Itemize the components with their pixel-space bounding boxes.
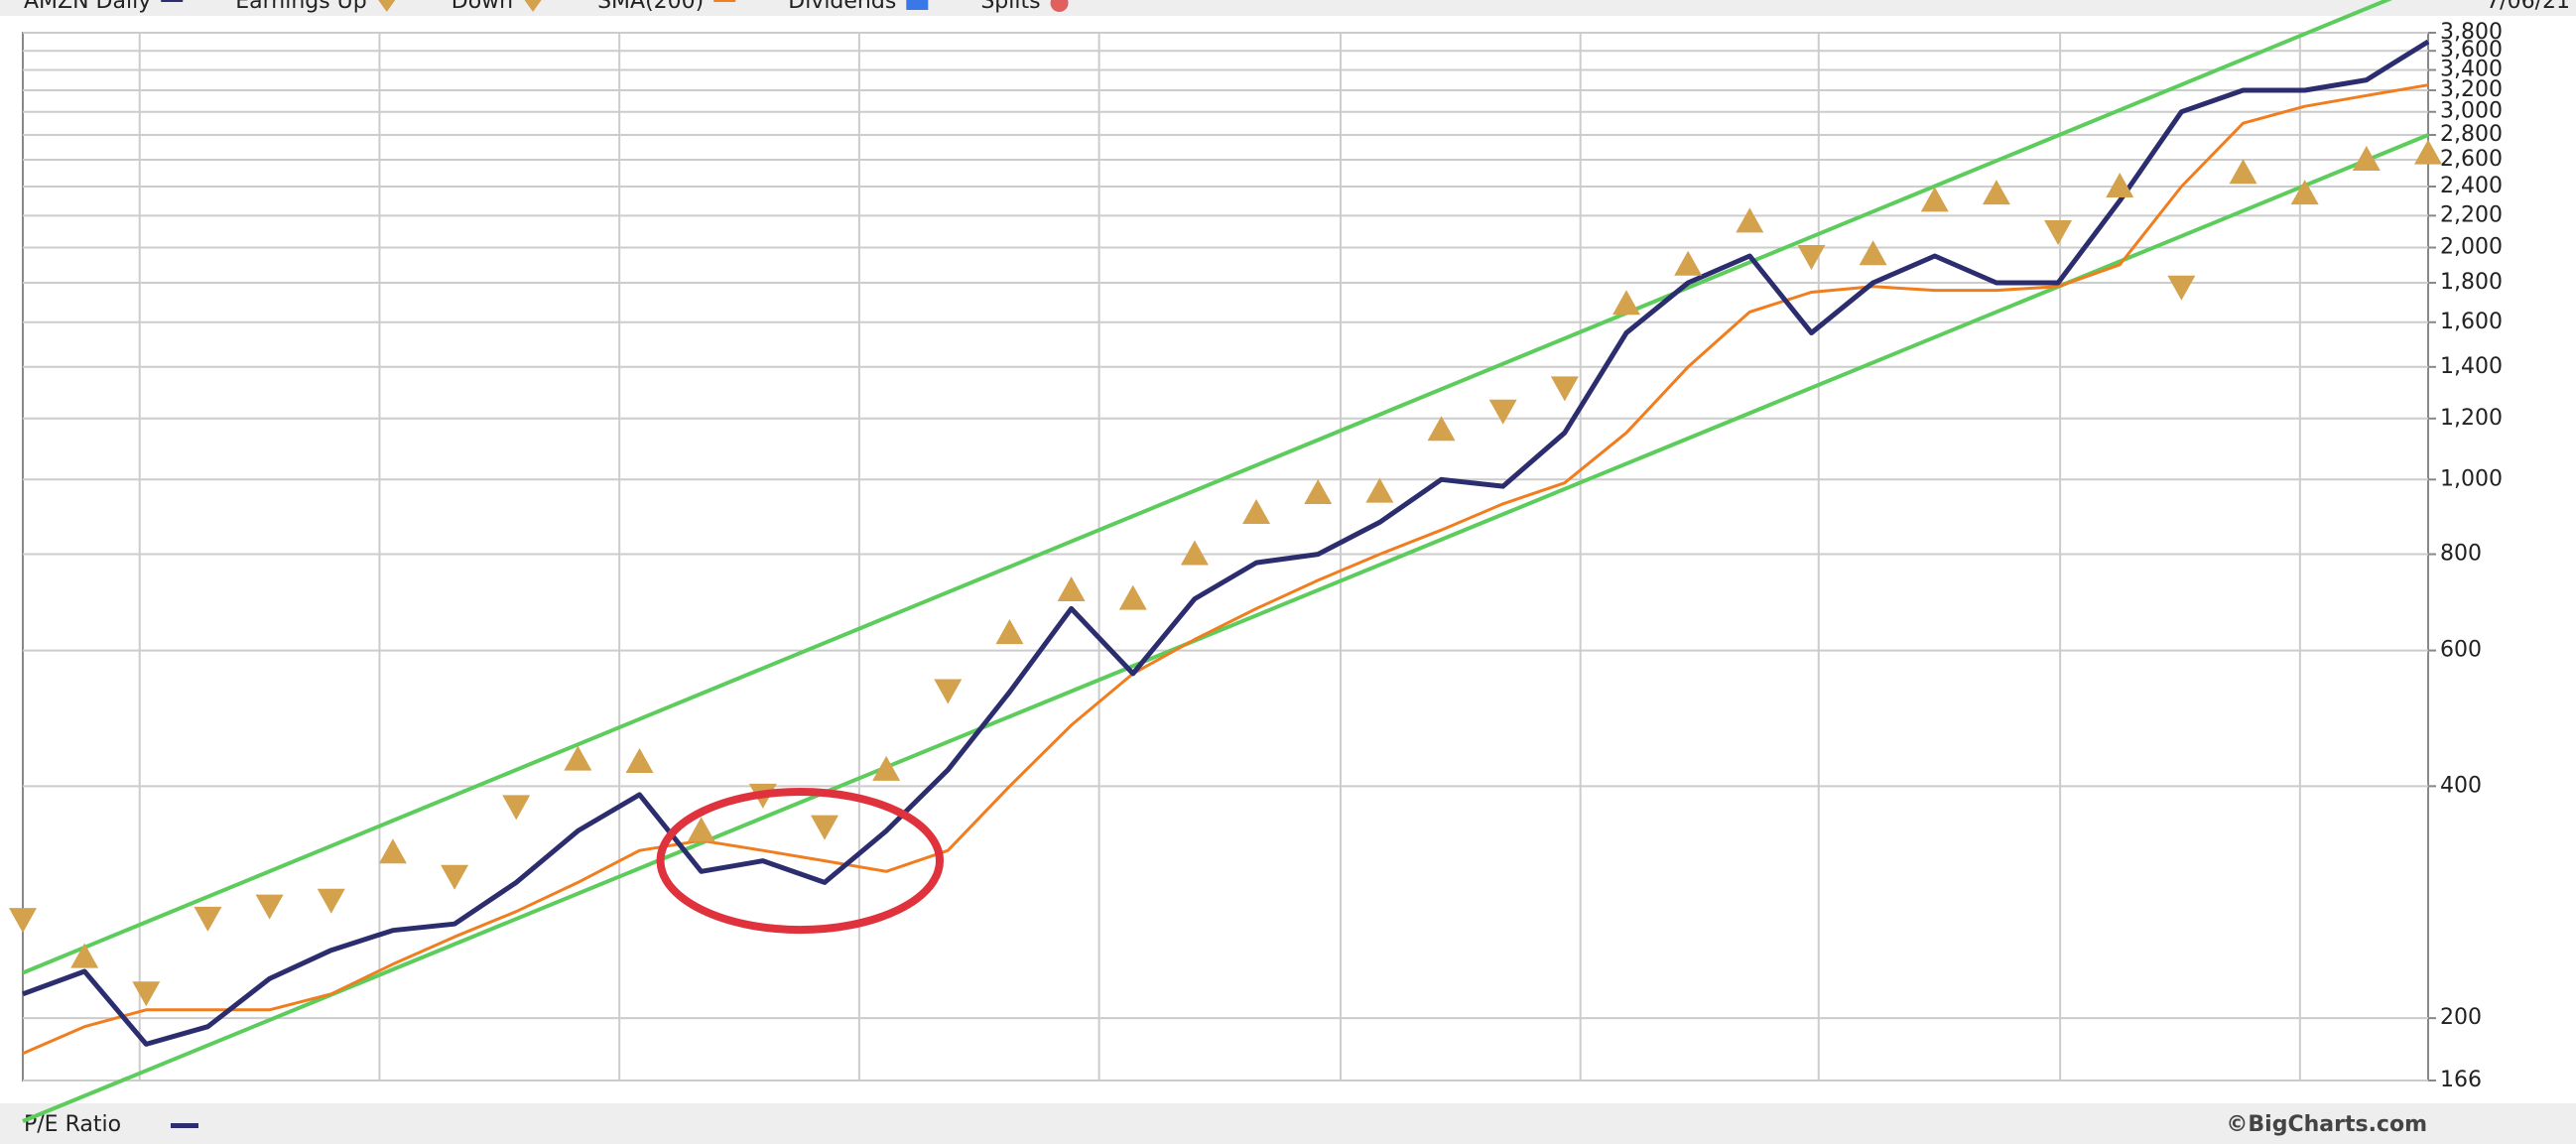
y-tick-label: 1,600 <box>2440 310 2503 334</box>
y-tick-label: 800 <box>2440 542 2482 567</box>
earnings-up-marker <box>2229 159 2257 185</box>
date-label: 7/06/21 <box>2486 0 2570 14</box>
earnings-up-marker <box>1365 477 1394 503</box>
earnings-down-marker <box>1488 399 1517 425</box>
trend-line <box>22 0 2392 975</box>
legend: AMZN Daily Earnings Up Down SMA(200) Dividen… <box>24 0 1069 14</box>
y-tick-label: 3,000 <box>2440 99 2503 124</box>
earnings-up-marker <box>1180 540 1209 566</box>
earnings-up-marker <box>70 943 99 968</box>
footer-swatch <box>171 1123 198 1128</box>
legend-label: Down <box>451 0 513 14</box>
earnings-down-marker <box>441 864 469 890</box>
earnings-up-marker <box>1982 180 2010 205</box>
y-tick-label: 3,200 <box>2440 77 2503 102</box>
legend-swatch <box>1050 0 1069 12</box>
legend-swatch <box>161 0 184 2</box>
y-tick-label: 2,800 <box>2440 122 2503 147</box>
earnings-up-marker <box>1242 498 1271 524</box>
y-tick-label: 166 <box>2440 1068 2482 1092</box>
legend-swatch <box>713 0 736 2</box>
y-tick-label: 200 <box>2440 1005 2482 1030</box>
y-tick-label: 2,000 <box>2440 234 2503 259</box>
earnings-down-marker <box>2167 275 2196 301</box>
legend-swatch <box>906 0 929 10</box>
earnings-up-marker <box>2290 180 2319 205</box>
y-tick-label: 1,000 <box>2440 466 2503 491</box>
earnings-up-marker <box>1920 187 1949 212</box>
series-line <box>22 83 2429 1056</box>
earnings-up-marker <box>1304 479 1333 505</box>
y-tick-label: 3,800 <box>2440 20 2503 45</box>
legend-label: AMZN Daily <box>24 0 151 14</box>
earnings-up-marker <box>1859 240 1887 266</box>
earnings-up-marker <box>625 747 654 773</box>
earnings-up-marker <box>1118 584 1147 610</box>
earnings-up-marker <box>2414 139 2442 165</box>
footer-strip <box>0 1103 2576 1144</box>
earnings-down-marker <box>132 981 161 1007</box>
highlight-circle <box>656 787 945 935</box>
earnings-up-marker <box>1674 250 1703 276</box>
earnings-down-marker <box>193 906 222 932</box>
y-tick-label: 1,800 <box>2440 270 2503 295</box>
y-tick-label: 2,200 <box>2440 202 2503 227</box>
earnings-up-marker <box>1427 416 1456 442</box>
legend-label: Splits <box>980 0 1040 14</box>
y-tick-label: 1,400 <box>2440 354 2503 379</box>
legend-label: SMA(200) <box>597 0 704 14</box>
earnings-down-marker <box>1550 376 1579 402</box>
earnings-up-marker <box>1612 290 1640 316</box>
legend-label: Dividends <box>788 0 896 14</box>
earnings-up-marker <box>2352 146 2381 172</box>
y-tick-label: 1,200 <box>2440 406 2503 431</box>
earnings-down-marker <box>255 894 284 920</box>
y-tick-label: 2,600 <box>2440 147 2503 172</box>
y-tick-label: 3,600 <box>2440 38 2503 63</box>
earnings-down-marker <box>1797 245 1826 271</box>
legend-swatch <box>378 0 396 12</box>
y-tick-label: 2,400 <box>2440 174 2503 198</box>
series-line <box>22 39 2430 1047</box>
legend-label: Earnings Up <box>235 0 367 14</box>
footer-label: P/E Ratio <box>24 1112 121 1137</box>
earnings-down-marker <box>934 679 963 704</box>
earnings-up-marker <box>995 619 1024 645</box>
earnings-up-marker <box>687 817 715 842</box>
credit: ©BigCharts.com <box>2226 1112 2427 1137</box>
y-tick-label: 400 <box>2440 773 2482 798</box>
trend-line <box>22 133 2429 1123</box>
earnings-down-marker <box>2044 220 2073 246</box>
y-tick-label: 3,400 <box>2440 58 2503 82</box>
earnings-up-marker <box>872 755 901 781</box>
earnings-up-marker <box>564 745 592 771</box>
y-tick-label: 600 <box>2440 638 2482 663</box>
legend-swatch <box>524 0 542 12</box>
earnings-down-marker <box>317 888 345 914</box>
earnings-up-marker <box>2106 172 2134 197</box>
earnings-up-marker <box>1736 207 1764 233</box>
earnings-down-marker <box>9 908 37 934</box>
header-strip <box>0 0 2576 16</box>
earnings-down-marker <box>502 795 531 821</box>
earnings-up-marker <box>1057 576 1086 602</box>
earnings-up-marker <box>378 838 407 864</box>
earnings-down-marker <box>811 815 838 840</box>
